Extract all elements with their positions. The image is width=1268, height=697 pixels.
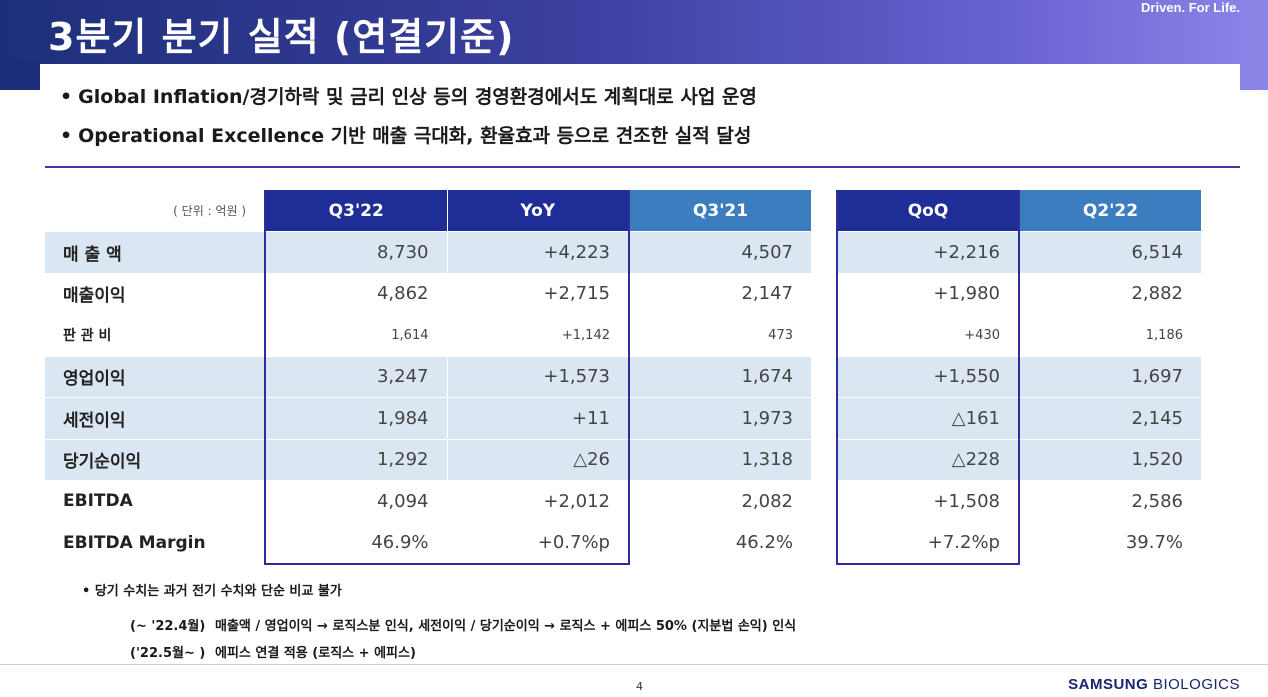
cell: 1,318 [629,439,811,481]
row-label: 당기순이익 [45,439,265,481]
cell: +2,715 [447,273,630,315]
table-row: 당기순이익 1,292 △26 1,318 [45,439,811,481]
footer-divider [0,664,1268,665]
row-label: 매출이익 [45,273,265,315]
page-title: 3분기 분기 실적 (연결기준) [48,15,515,59]
cell: 2,147 [629,273,811,315]
footnote-3-text: 에피스 연결 적용 (로직스 + 에피스) [215,646,416,661]
cell: +11 [447,397,630,440]
row-label: 판 관 비 [45,314,265,357]
cell: △228 [836,439,1020,481]
table-row: +1,550 1,697 [836,356,1201,398]
table-row: EBITDA 4,094 +2,012 2,082 [45,480,811,523]
summary-bullet-1-text: Global Inflation/경기하락 및 금리 인상 등의 경영환경에서도… [78,86,757,108]
table-row: 매출이익 4,862 +2,715 2,147 [45,273,811,315]
page-number: 4 [636,680,643,693]
cell: +1,980 [836,273,1020,315]
cell: 1,674 [629,356,811,398]
cell: 46.2% [629,522,811,564]
header-q3-22: Q3'22 [264,190,448,232]
cell: 2,145 [1019,397,1201,440]
cell: 1,973 [629,397,811,440]
cell: 4,507 [629,231,811,274]
cell: 2,586 [1019,480,1201,523]
brand-tagline: Driven. For Life. [1141,0,1240,15]
header-qoq: QoQ [836,190,1020,232]
table-row: +7.2%p 39.7% [836,522,1201,565]
table-row: △228 1,520 [836,439,1201,481]
table-row: △161 2,145 [836,397,1201,440]
row-label: 매 출 액 [45,231,265,274]
table-row: 영업이익 3,247 +1,573 1,674 [45,356,811,398]
logo-bold: SAMSUNG [1068,676,1149,693]
cell: 1,186 [1019,314,1201,357]
cell: 473 [629,314,811,357]
cell: 4,094 [264,480,448,523]
footnote-2-prefix: (~ '22.4월) [130,619,206,634]
cell: +1,573 [447,356,630,398]
table-row: 매 출 액 8,730 +4,223 4,507 [45,231,811,274]
cell: 4,862 [264,273,448,315]
table-row: +430 1,186 [836,314,1201,357]
logo-normal: BIOLOGICS [1148,676,1240,693]
cell: +2,216 [836,231,1020,274]
table-row: 세전이익 1,984 +11 1,973 [45,397,811,440]
cell: 3,247 [264,356,448,398]
cell: +430 [836,314,1020,357]
results-table-qoq: QoQ Q2'22 +2,216 6,514 +1,980 2,882 +430… [836,190,1201,565]
table-row: 판 관 비 1,614 +1,142 473 [45,314,811,357]
summary-bullet-2-text: Operational Excellence 기반 매출 극대화, 환율효과 등… [78,125,752,147]
summary-bullet-2: • Operational Excellence 기반 매출 극대화, 환율효과 … [60,125,752,147]
cell: 46.9% [264,522,448,565]
cell: +4,223 [447,231,630,274]
cell: 6,514 [1019,231,1201,274]
table-row: +2,216 6,514 [836,231,1201,274]
header-left-band [0,60,40,90]
cell: +2,012 [447,480,630,523]
header-q3-21: Q3'21 [629,190,811,232]
cell: △161 [836,397,1020,440]
summary-bullet-1: • Global Inflation/경기하락 및 금리 인상 등의 경영환경에서… [60,86,757,108]
footnote-2-text: 매출액 / 영업이익 → 로직스분 인식, 세전이익 / 당기순이익 → 로직스… [215,619,797,634]
footnote-1: • 당기 수치는 과거 전기 수치와 단순 비교 불가 [82,584,342,599]
table-row: +1,508 2,586 [836,480,1201,523]
cell: △26 [447,439,630,481]
cell: 1,292 [264,439,448,481]
cell: 2,082 [629,480,811,523]
cell: 1,697 [1019,356,1201,398]
cell: 39.7% [1019,522,1201,564]
summary-box: • Global Inflation/경기하락 및 금리 인상 등의 경영환경에서… [40,64,1240,164]
cell: +1,142 [447,314,630,357]
samsung-biologics-logo: SAMSUNG BIOLOGICS [1068,676,1240,693]
cell: 8,730 [264,231,448,274]
row-label: EBITDA [45,480,265,523]
cell: 1,614 [264,314,448,357]
cell: +7.2%p [836,522,1020,565]
cell: 1,984 [264,397,448,440]
cell: 2,882 [1019,273,1201,315]
cell: 1,520 [1019,439,1201,481]
header-q2-22: Q2'22 [1019,190,1201,232]
row-label: EBITDA Margin [45,522,265,564]
section-divider [45,166,1240,168]
row-label: 세전이익 [45,397,265,440]
cell: +1,508 [836,480,1020,523]
unit-label: ( 단위 : 억원 ) [45,190,265,232]
cell: +1,550 [836,356,1020,398]
row-label: 영업이익 [45,356,265,398]
footnote-3-prefix: ('22.5월~ ) [130,646,206,661]
results-table-main: ( 단위 : 억원 ) Q3'22 YoY Q3'21 매 출 액 8,730 … [45,190,811,565]
table-row: EBITDA Margin 46.9% +0.7%p 46.2% [45,522,811,565]
header-yoy: YoY [447,190,630,232]
cell: +0.7%p [447,522,630,565]
table-row: +1,980 2,882 [836,273,1201,315]
